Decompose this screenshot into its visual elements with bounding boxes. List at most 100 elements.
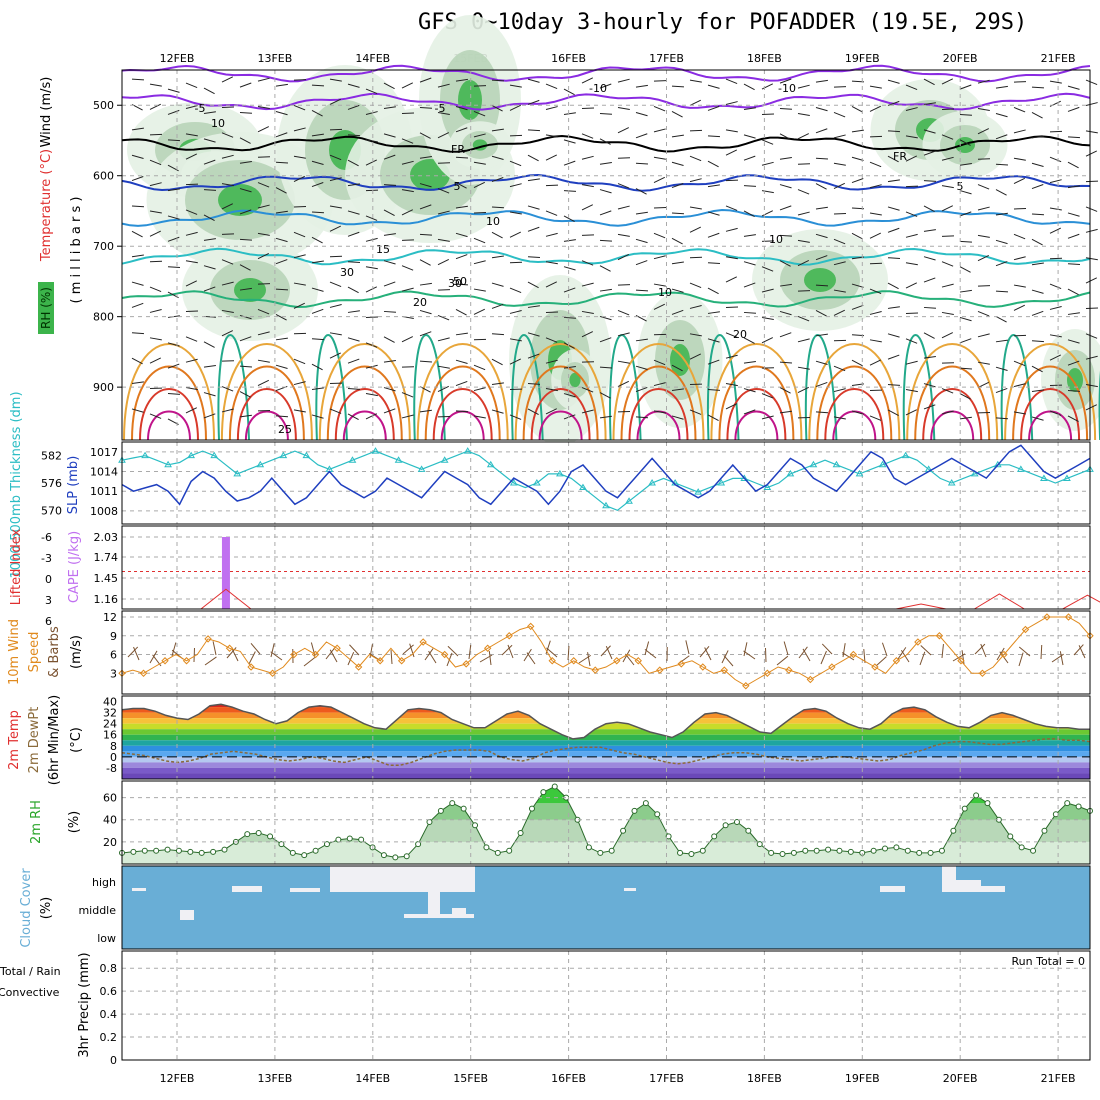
wind-barb bbox=[149, 357, 162, 364]
contour-label: -10 bbox=[589, 82, 607, 95]
wind-barb bbox=[203, 286, 216, 292]
wind-barb bbox=[167, 363, 180, 369]
wind-barb bbox=[923, 129, 936, 134]
wind-barb bbox=[203, 138, 216, 143]
warm-isotherm-arch bbox=[326, 365, 403, 441]
wind-barb bbox=[869, 232, 882, 239]
wind-barb bbox=[887, 354, 900, 360]
wind-barb-10m bbox=[587, 652, 591, 667]
wind-barb bbox=[275, 132, 288, 138]
wind-barb bbox=[149, 230, 162, 237]
wind-barb bbox=[797, 338, 810, 343]
isotherm-line bbox=[121, 290, 1091, 309]
wind-barb-10m bbox=[996, 647, 1005, 661]
rh-marker bbox=[882, 845, 889, 852]
cloud-ylabel: Cloud Cover bbox=[19, 868, 34, 948]
wind-barb bbox=[563, 215, 575, 223]
wind-barb bbox=[239, 414, 252, 418]
wind-barb bbox=[599, 415, 612, 419]
wind-barb bbox=[833, 289, 846, 293]
wind-barb bbox=[545, 281, 558, 288]
isotherm-20-trough bbox=[804, 334, 838, 441]
wind-barb bbox=[185, 407, 198, 414]
rh-marker bbox=[141, 847, 148, 854]
wind-barb-10m bbox=[980, 643, 987, 658]
wind-barb bbox=[869, 359, 882, 366]
wind-barb bbox=[617, 360, 630, 364]
wind-barb bbox=[347, 159, 359, 167]
wind-barb bbox=[221, 183, 234, 187]
rh-marker bbox=[255, 830, 262, 837]
thickness-marker bbox=[279, 451, 288, 459]
wind-barb bbox=[491, 255, 504, 259]
wind-barb bbox=[455, 78, 468, 82]
wind-barb bbox=[635, 84, 648, 88]
thickness-marker bbox=[855, 469, 864, 477]
wind-barb bbox=[509, 160, 522, 167]
wind-barb bbox=[1031, 86, 1045, 89]
wind-barb bbox=[473, 387, 486, 392]
wind-barb bbox=[383, 233, 396, 236]
wind-barb bbox=[689, 178, 702, 183]
isotherm-20-trough bbox=[413, 334, 446, 441]
temperature-ylabel: Temperature (°C) bbox=[39, 149, 54, 262]
rh-marker bbox=[517, 830, 524, 837]
wind-barb bbox=[779, 133, 791, 140]
wind-barb bbox=[923, 229, 936, 232]
slp-ylabel: SLP (mb) bbox=[66, 456, 81, 515]
wind-barb bbox=[563, 112, 576, 115]
wind-barb bbox=[257, 77, 270, 82]
rh-area-high bbox=[804, 268, 836, 292]
cape-ylabel: CAPE (J/kg) bbox=[67, 531, 82, 603]
warm-isotherm-arch bbox=[432, 388, 493, 441]
wind-barb bbox=[347, 134, 361, 137]
thickness-marker bbox=[348, 456, 357, 463]
wind-barb bbox=[401, 265, 414, 271]
wind-barb bbox=[473, 260, 486, 265]
wind-barb bbox=[977, 254, 990, 262]
wind-speed-marker bbox=[957, 657, 965, 665]
wind-barb bbox=[815, 309, 827, 317]
wind-barb bbox=[491, 206, 505, 209]
date-label-top: 17FEB bbox=[649, 52, 684, 65]
rh-marker bbox=[608, 847, 615, 854]
date-label-top: 20FEB bbox=[943, 52, 978, 65]
wind-speed-marker bbox=[806, 675, 815, 684]
wind-speed-marker bbox=[290, 650, 298, 659]
contour-label: 20 bbox=[413, 296, 427, 309]
wind-barb bbox=[887, 79, 900, 84]
wind-speed-marker bbox=[720, 666, 729, 674]
wind-barb bbox=[167, 342, 180, 347]
wind-barb bbox=[293, 105, 306, 111]
wind-barb bbox=[437, 238, 450, 242]
wind-barb bbox=[977, 333, 990, 338]
wind-barb bbox=[275, 237, 288, 243]
wind-barb bbox=[635, 111, 648, 117]
rh-ylabel: RH (%) bbox=[39, 287, 53, 329]
rh-marker bbox=[449, 800, 456, 807]
thickness-marker bbox=[556, 469, 564, 477]
wind-barb bbox=[833, 388, 846, 393]
thickness-marker bbox=[579, 483, 587, 491]
wind-barb bbox=[581, 409, 594, 414]
isotherm-20-trough bbox=[706, 334, 740, 441]
wind-barb bbox=[455, 283, 469, 286]
wind-barb-10m bbox=[841, 652, 855, 661]
wind-barb-10m bbox=[488, 651, 492, 666]
wind-barb bbox=[959, 416, 972, 420]
wind-barb bbox=[167, 393, 181, 395]
thickness-ylabel: 1000-500mb Thickness (dm) bbox=[9, 391, 24, 578]
thickness-marker bbox=[901, 451, 910, 459]
wind-barb bbox=[527, 78, 540, 83]
wind-barb bbox=[671, 212, 685, 215]
wind-barb bbox=[509, 414, 522, 420]
wind-barb bbox=[851, 156, 864, 161]
wind-barb bbox=[563, 88, 575, 96]
wind-barb bbox=[959, 190, 972, 195]
wind-barb bbox=[725, 383, 738, 387]
wind-barb bbox=[707, 262, 721, 265]
wind-barb-10m bbox=[409, 643, 415, 658]
date-label-bottom: 20FEB bbox=[943, 1072, 978, 1085]
wind-barb bbox=[203, 214, 215, 222]
wind-barb bbox=[851, 304, 864, 310]
